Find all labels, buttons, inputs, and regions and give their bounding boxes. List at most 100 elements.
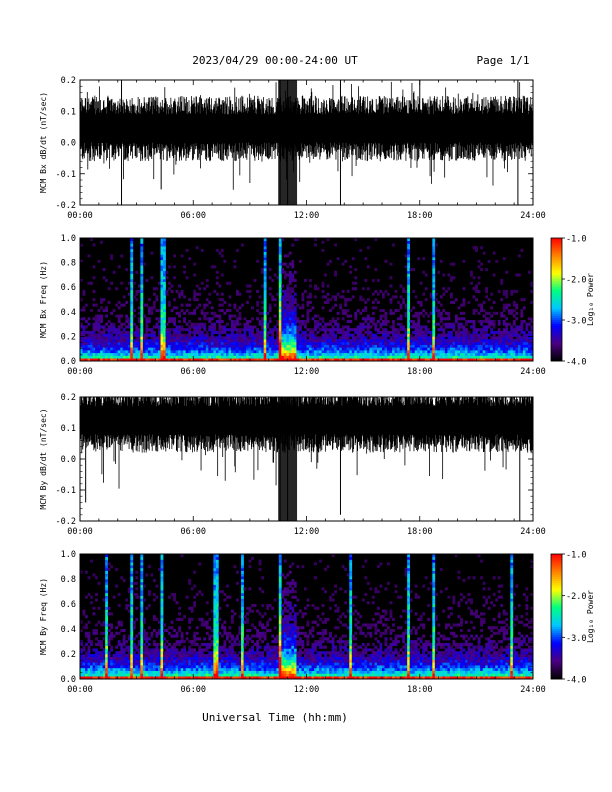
spectrogram-cell — [173, 665, 176, 669]
spectrogram-cell — [470, 333, 473, 337]
spectrogram-cell — [97, 656, 101, 660]
spectrogram-cell — [253, 642, 257, 646]
spectrogram-cell — [261, 576, 265, 580]
spectrogram-cell — [490, 341, 494, 345]
spectrogram-cell — [467, 339, 471, 343]
spectrogram-cell — [286, 265, 290, 269]
spectrogram-cell — [263, 265, 267, 269]
spectrogram-cell — [475, 355, 478, 359]
spectrogram-cell — [95, 352, 98, 356]
spectrogram-cell — [261, 590, 265, 594]
spectrogram-cell — [248, 344, 252, 348]
spectrogram-cell — [354, 287, 358, 291]
spectrogram-cell — [160, 570, 164, 574]
spectrogram-cell — [276, 676, 280, 679]
spectrogram-cell — [225, 339, 229, 343]
spectrogram-cell — [178, 328, 181, 332]
spectrogram-cell — [271, 347, 275, 351]
spectrogram-cell — [107, 352, 111, 356]
spectrogram-cell — [160, 341, 164, 345]
spectrogram-cell — [273, 598, 277, 602]
spectrogram-cell — [112, 667, 116, 671]
spectrogram-cell — [152, 615, 156, 619]
spectrogram-cell — [366, 350, 370, 354]
spectrogram-cell — [261, 328, 265, 332]
spectrogram-cell — [374, 328, 378, 332]
spectrogram-cell — [147, 670, 151, 674]
spectrogram-cell — [241, 640, 244, 644]
spectrogram-cell — [100, 358, 103, 361]
spectrogram-cell — [278, 350, 282, 354]
spectrogram-cell — [117, 358, 121, 361]
spectrogram-cell — [402, 347, 405, 351]
spectrogram-cell — [152, 355, 156, 359]
spectrogram-cell — [266, 352, 270, 356]
spectrogram-cell — [228, 659, 232, 663]
spectrogram-cell — [293, 314, 297, 318]
spectrogram-cell — [261, 317, 265, 321]
spectrogram-cell — [283, 314, 287, 318]
spectrogram-cell — [85, 651, 88, 655]
spectrogram-cell — [449, 279, 453, 283]
spectrogram-cell — [112, 325, 116, 329]
spectrogram-cell — [246, 284, 249, 288]
spectrogram-cell — [251, 306, 254, 310]
spectrogram-cell — [110, 341, 114, 345]
spectrogram-cell — [178, 665, 181, 669]
spectrogram-cell — [130, 604, 134, 608]
spectrogram-cell — [193, 330, 197, 334]
spectrogram-cell — [87, 670, 91, 674]
spectrogram-cell — [130, 662, 134, 666]
spectrogram-cell — [429, 347, 433, 351]
spectrogram-cell — [419, 339, 423, 343]
spectrogram-cell — [263, 273, 267, 277]
spectrogram-cell — [168, 339, 171, 343]
spectrogram-cell — [165, 654, 169, 658]
spectrogram-cell — [231, 322, 234, 326]
spectrogram-cell — [90, 355, 93, 359]
spectrogram-cell — [115, 287, 119, 291]
spectrogram-cell — [439, 344, 443, 348]
spectrogram-cell — [127, 648, 131, 652]
spectrogram-cell — [160, 595, 164, 599]
spectrogram-cell — [371, 306, 375, 310]
spectrogram-cell — [178, 642, 181, 646]
spectrogram-cell — [278, 665, 282, 669]
spectrogram-cell — [127, 656, 131, 660]
spectrogram-cell — [90, 238, 93, 242]
spectrogram-cell — [243, 659, 247, 663]
spectrogram-cell — [130, 576, 134, 580]
spectrogram-cell — [90, 665, 93, 669]
spectrogram-cell — [110, 662, 114, 666]
spectrogram-cell — [147, 665, 151, 669]
spectrogram-cell — [140, 330, 144, 334]
spectrogram-cell — [110, 637, 114, 641]
spectrogram-cell — [248, 325, 252, 329]
spectrogram-cell — [105, 656, 108, 660]
spectrogram-cell — [208, 676, 212, 679]
spectrogram-cell — [366, 314, 370, 318]
spectrogram-cell — [231, 336, 234, 340]
spectrogram-cell — [150, 306, 154, 310]
spectrogram-cell — [183, 654, 186, 658]
spectrogram-cell — [193, 295, 197, 299]
spectrogram-cell — [140, 659, 144, 663]
spectrogram-cell — [140, 598, 144, 602]
spectrogram-cell — [145, 333, 149, 337]
spectrogram-cell — [180, 344, 184, 348]
spectrogram-cell — [266, 350, 270, 354]
spectrogram-cell — [107, 642, 111, 646]
spectrogram-cell — [266, 355, 270, 359]
spectrogram-cell — [80, 673, 83, 677]
spectrogram-cell — [120, 651, 124, 655]
spectrogram-cell — [467, 352, 471, 356]
spectrogram-cell — [173, 352, 176, 356]
spectrogram-cell — [210, 651, 214, 655]
spectrogram-cell — [152, 303, 156, 307]
spectrogram-cell — [283, 306, 287, 310]
spectrogram-cell — [495, 341, 499, 345]
spectrogram-cell — [319, 339, 322, 343]
spectrogram-cell — [500, 333, 504, 337]
spectrogram-cell — [95, 320, 98, 324]
spectrogram-cell — [175, 289, 179, 293]
